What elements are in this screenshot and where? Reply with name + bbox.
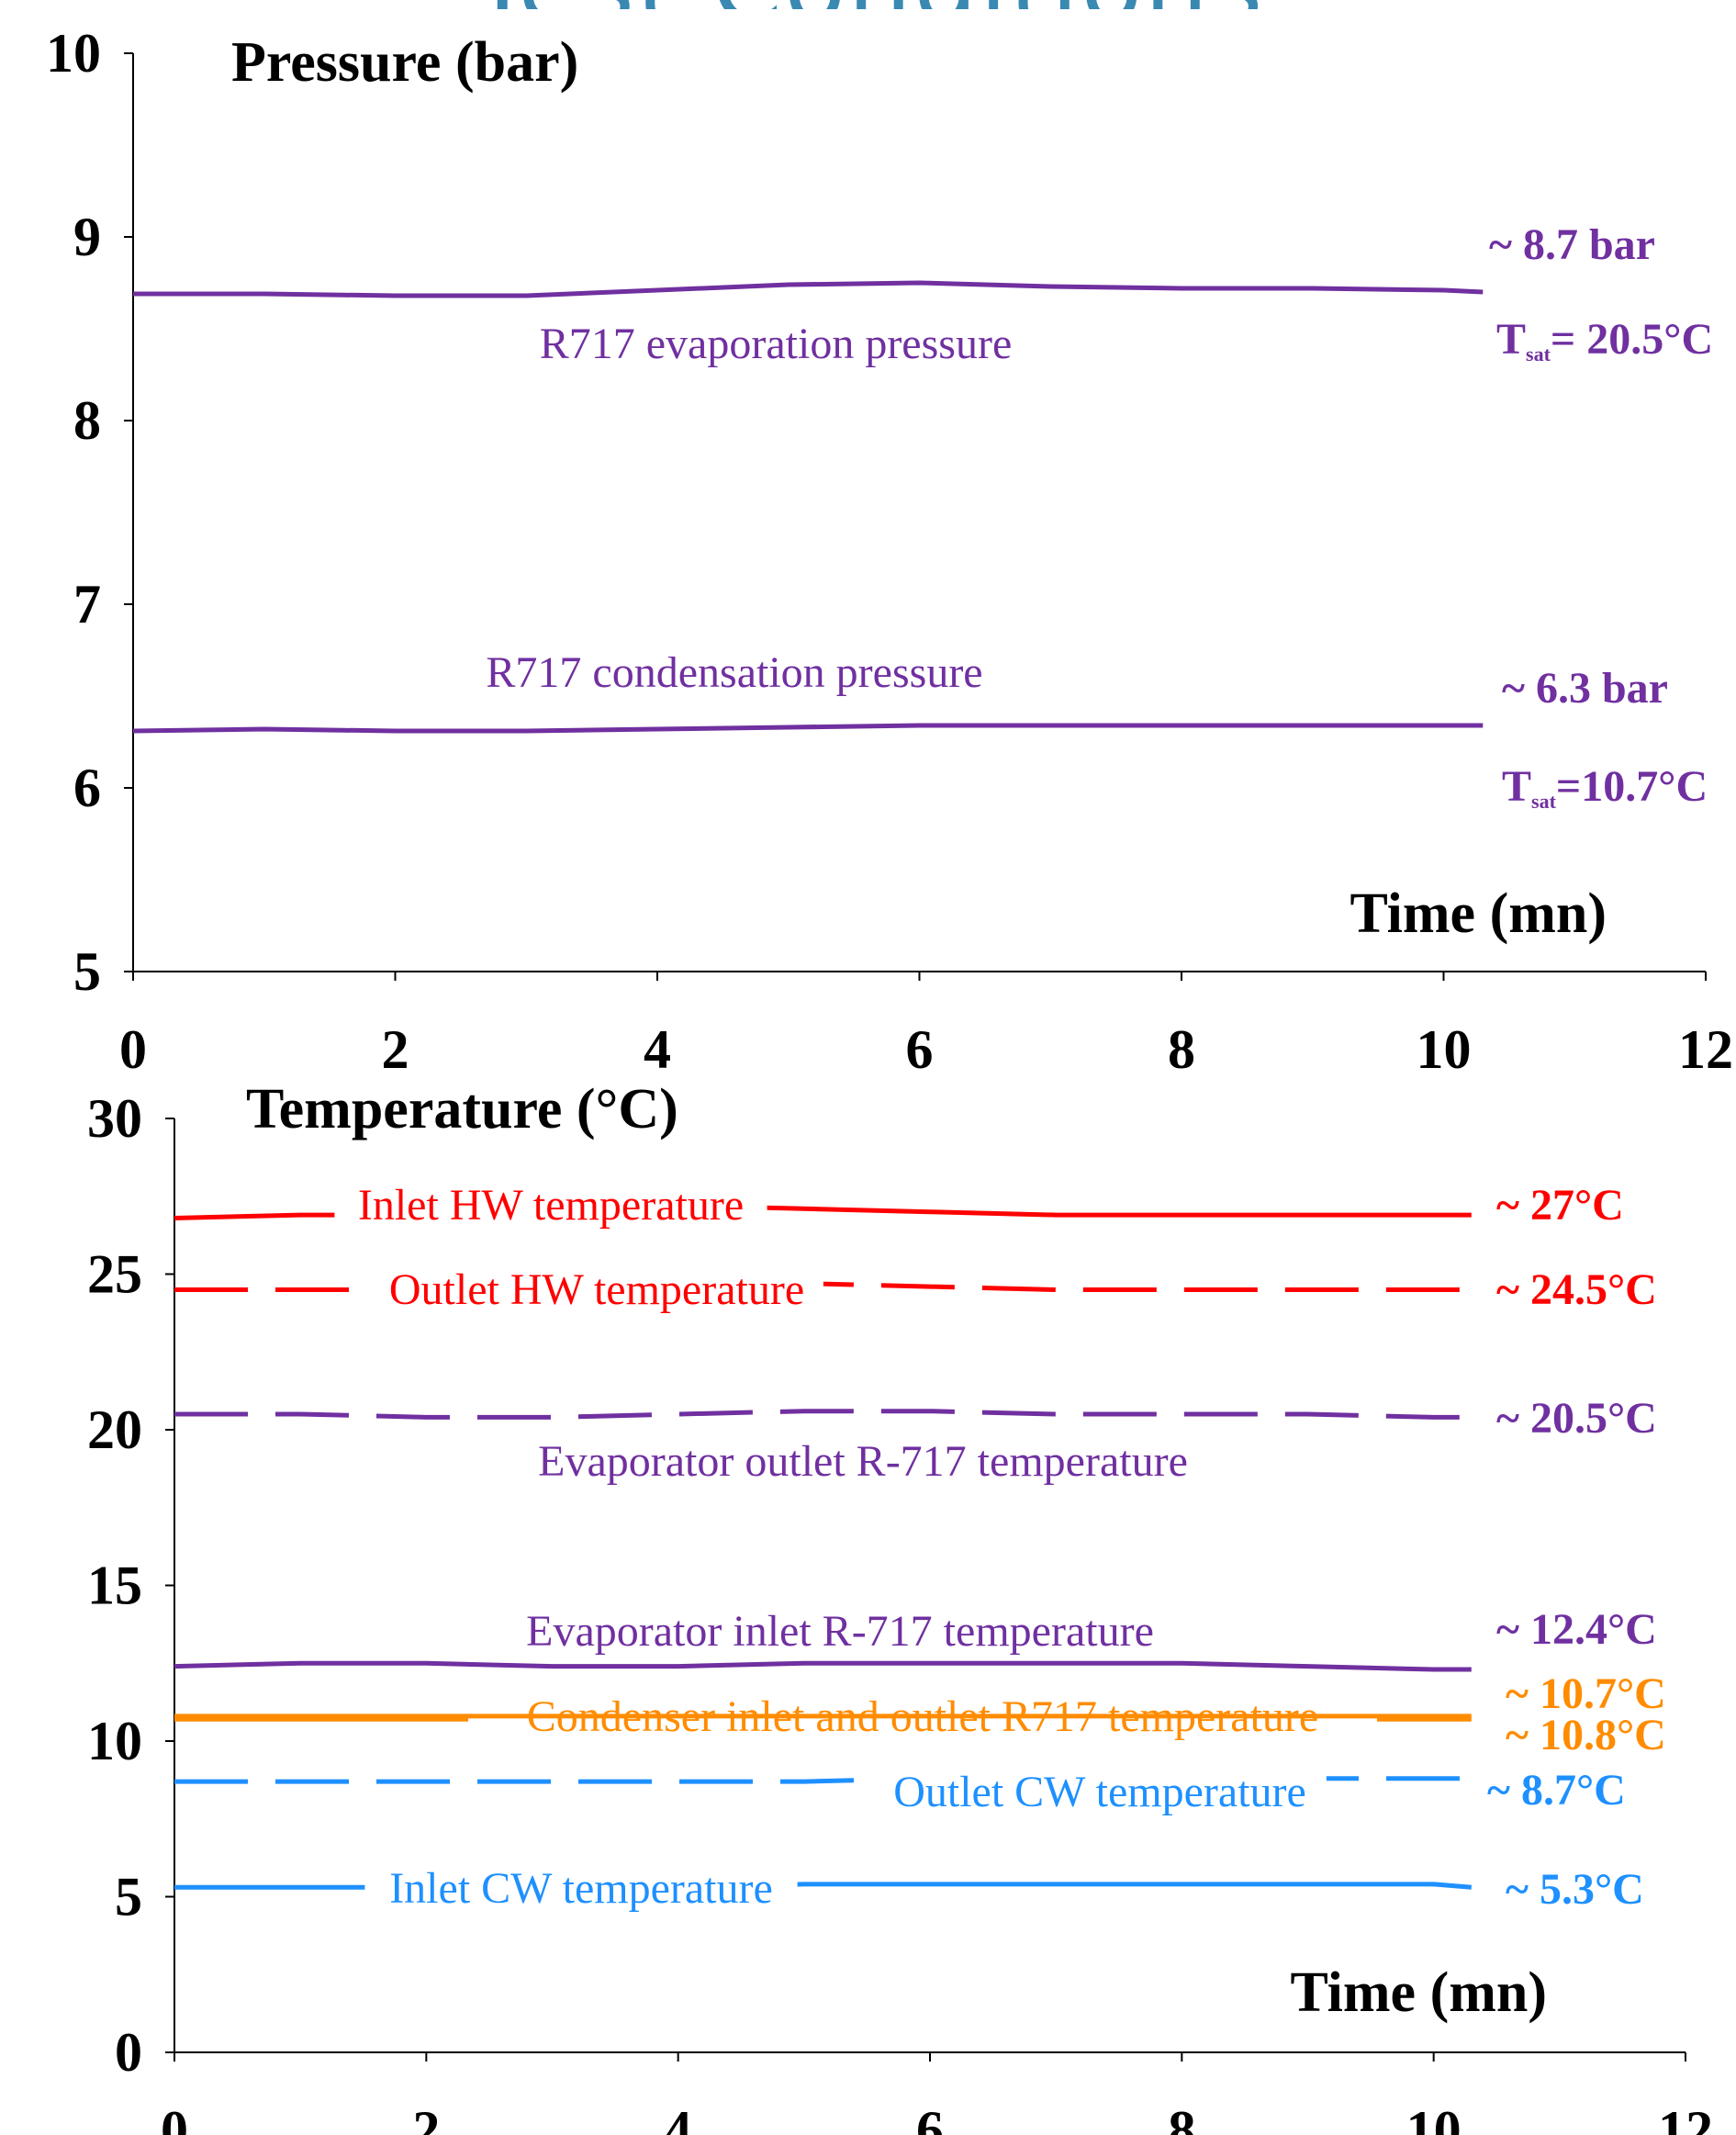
tsat-symbol: T [1496, 315, 1526, 364]
tsat-value: =10.7°C [1556, 762, 1708, 811]
y-tick-label: 5 [73, 941, 101, 1002]
series-label-background [334, 1181, 767, 1234]
value-annotation: ~ 8.7 bar [1489, 220, 1655, 269]
value-annotation: ~ 10.8°C [1506, 1711, 1666, 1759]
tsat-subscript: sat [1531, 790, 1557, 813]
series-line [174, 1776, 1472, 1784]
value-annotation: ~ 12.4°C [1496, 1605, 1657, 1654]
series-label-background [455, 648, 1014, 702]
y-tick-label: 30 [87, 1088, 142, 1149]
y-tick-label: 6 [73, 758, 101, 818]
y-tick-label: 15 [87, 1556, 142, 1616]
series-label: R717 condensation pressure [486, 648, 982, 697]
series-label: Outlet CW temperature [893, 1768, 1306, 1816]
y-tick-label: 7 [73, 574, 101, 635]
series-label: Inlet CW temperature [389, 1864, 773, 1913]
series-label-background [467, 1692, 1378, 1746]
saturation-annotation: Tsat= 20.5°C [1496, 315, 1713, 365]
y-tick-label: 9 [73, 207, 101, 267]
series-label-background [364, 1864, 798, 1917]
y-tick-label: 5 [115, 1867, 142, 1927]
y-tick-label: 20 [87, 1399, 142, 1460]
series-line [174, 1409, 1472, 1420]
series-line [133, 280, 1484, 298]
pressure-chart: 5 6 7 8 9 10 0 2 4 6 8 10 12 Pressure (bar) Time (mn) R… [46, 23, 1733, 1080]
series-label-background [873, 1768, 1327, 1821]
slide-title: Test Conditions [0, 0, 1736, 9]
value-annotation: ~ 10.7°C [1506, 1669, 1666, 1718]
series-line [132, 723, 1484, 734]
temperature-chart: 0 5 10 15 20 25 30 0 2 4 6 8 10 12 Temperature (°C) Tim… [87, 1078, 1713, 2135]
y-axis-title: Pressure (bar) [231, 31, 578, 94]
x-tick-label: 4 [644, 1019, 671, 1080]
x-tick-label: 8 [1168, 1019, 1195, 1080]
x-tick-label: 8 [1168, 2100, 1195, 2135]
x-tick-label: 4 [665, 2100, 692, 2135]
value-annotation: ~ 20.5°C [1496, 1394, 1657, 1443]
series-label: Inlet HW temperature [358, 1181, 744, 1230]
tsat-value: = 20.5°C [1551, 315, 1713, 364]
tsat-symbol: T [1502, 762, 1531, 811]
x-tick-label: 12 [1658, 2100, 1713, 2135]
series-label-background [491, 1437, 1235, 1490]
series-label-background [478, 1607, 1202, 1660]
x-tick-label: 12 [1678, 1019, 1733, 1080]
x-tick-label: 2 [412, 2100, 440, 2135]
saturation-annotation: Tsat=10.7°C [1502, 762, 1708, 813]
x-tick-label: 6 [916, 2100, 944, 2135]
y-tick-label: 10 [46, 23, 101, 84]
value-annotation: ~ 6.3 bar [1502, 664, 1668, 713]
tsat-subscript: sat [1526, 343, 1551, 365]
series-label: R717 evaporation pressure [540, 320, 1013, 368]
series-label-background [508, 320, 1044, 373]
y-tick-label: 8 [73, 390, 101, 451]
y-axis-title: Temperature (°C) [246, 1078, 678, 1141]
value-annotation: ~ 24.5°C [1496, 1265, 1657, 1314]
value-annotation: ~ 27°C [1496, 1181, 1624, 1230]
x-tick-label: 10 [1406, 2100, 1462, 2135]
y-tick-label: 25 [87, 1244, 142, 1305]
x-tick-label: 6 [906, 1019, 934, 1080]
value-annotation: ~ 8.7°C [1487, 1766, 1626, 1815]
series-label-background [370, 1265, 823, 1319]
value-annotation: ~ 5.3°C [1506, 1865, 1644, 1914]
x-tick-label: 2 [382, 1019, 409, 1080]
series-label: Evaporator outlet R-717 temperature [538, 1437, 1188, 1486]
series-label: Evaporator inlet R-717 temperature [526, 1607, 1154, 1656]
y-tick-label: 0 [115, 2022, 142, 2083]
y-tick-label: 10 [87, 1711, 142, 1771]
x-tick-label: 0 [119, 1019, 147, 1080]
series-line [174, 1660, 1472, 1672]
x-tick-label: 10 [1417, 1019, 1472, 1080]
x-tick-label: 0 [161, 2100, 188, 2135]
x-axis-title: Time (mn) [1350, 882, 1607, 945]
series-label: Outlet HW temperature [389, 1265, 804, 1314]
x-axis-title: Time (mn) [1290, 1961, 1547, 2024]
